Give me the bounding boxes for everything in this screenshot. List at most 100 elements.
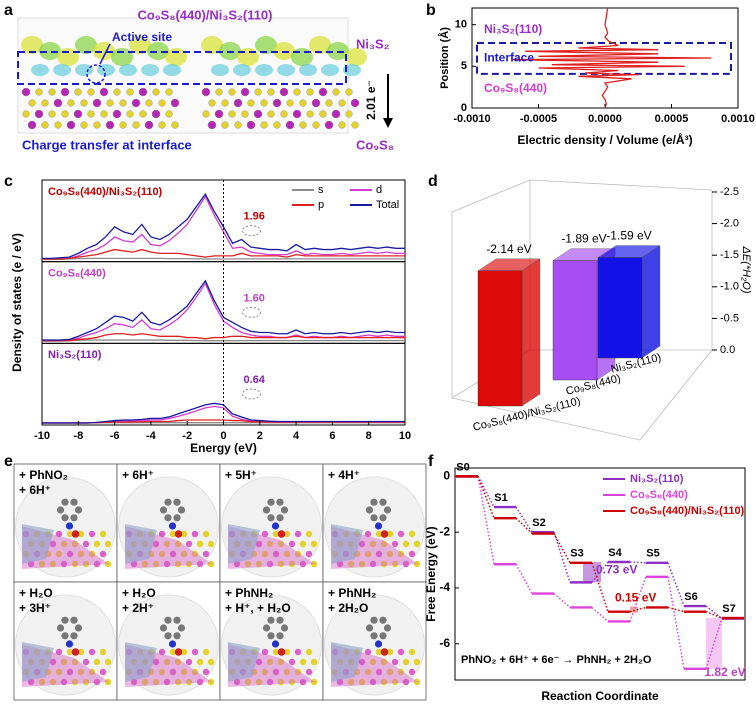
atom: [285, 120, 295, 130]
atom: [402, 658, 410, 666]
molecule-atom: [61, 632, 69, 640]
x-tick-label: 10: [399, 430, 411, 442]
state-label: S0: [456, 461, 469, 473]
atom: [60, 87, 70, 97]
atom: [299, 540, 307, 548]
subplot-title: Ni₃S₂(110): [48, 349, 102, 361]
transfer-label: 2.01 e⁻: [364, 80, 378, 120]
atom: [402, 678, 410, 686]
atom: [208, 99, 216, 107]
annotation: Ni₃S₂(110): [484, 22, 542, 36]
atom: [397, 648, 405, 656]
atom: [255, 540, 263, 548]
atom: [280, 110, 288, 118]
atom: [185, 560, 193, 568]
atom: [350, 98, 360, 108]
molecule-atom: [370, 632, 378, 640]
x-axis-label: Reaction Coordinate: [541, 689, 659, 703]
atom: [310, 540, 318, 548]
state-label: S7: [722, 603, 735, 615]
annotation: 1.60: [244, 292, 265, 304]
atom: [60, 658, 68, 666]
state-label: S1: [494, 492, 507, 504]
atom: [292, 109, 302, 119]
state-label: S4: [608, 547, 622, 559]
atom: [202, 648, 210, 656]
atom: [266, 540, 274, 548]
atom: [311, 98, 321, 108]
panel-letter: f: [428, 453, 434, 470]
atom: [215, 88, 223, 96]
legend-label: s: [318, 184, 324, 196]
atom: [221, 99, 229, 107]
annotation-ring: [242, 306, 261, 318]
bar-top: [597, 245, 661, 258]
atom: [347, 678, 355, 686]
plot-frame: [454, 467, 746, 681]
atom: [386, 668, 394, 676]
atom: [221, 121, 229, 129]
panel-letter: e: [4, 453, 13, 470]
molecule-atom: [370, 514, 378, 522]
atom: [185, 658, 193, 666]
atom: [266, 658, 274, 666]
atom: [254, 88, 262, 96]
atom: [391, 540, 399, 548]
atom: [55, 648, 63, 656]
charge-cloud: [31, 64, 49, 76]
connector: [477, 476, 495, 519]
atom: [88, 668, 96, 676]
molecule-atom: [379, 616, 387, 624]
connector: [477, 476, 495, 565]
molecule-atom: [74, 506, 83, 514]
molecule-atom: [374, 640, 383, 648]
state-label: S3: [570, 548, 583, 560]
atom: [286, 99, 294, 107]
atom: [207, 658, 215, 666]
charge-cloud: [255, 64, 273, 76]
step-label: + 4H⁺: [328, 468, 360, 482]
atom: [241, 110, 249, 118]
atom: [294, 550, 302, 558]
atom: [174, 678, 182, 686]
y-axis-label: ΔE(*H₂O): [740, 245, 752, 293]
atom: [324, 120, 334, 130]
legend-label: Co₉S₈(440): [630, 489, 688, 501]
atom: [397, 668, 405, 676]
step-label: + PhNH₂: [225, 586, 273, 600]
bar: [552, 260, 598, 381]
atom: [77, 648, 85, 656]
atom: [158, 530, 166, 538]
charge-cloud: [163, 64, 181, 76]
molecule-atom: [173, 514, 181, 522]
atom: [165, 110, 173, 118]
atom: [92, 98, 102, 108]
atom: [299, 560, 307, 568]
molecule-atom: [70, 632, 78, 640]
annotation: 1.82 eV: [704, 665, 745, 679]
atom: [369, 658, 377, 666]
molecule-atom: [271, 522, 280, 530]
atom: [272, 530, 280, 538]
atom: [48, 110, 56, 118]
atom: [104, 540, 112, 548]
atom: [55, 530, 63, 538]
molecule-atom: [276, 498, 284, 506]
annotation: 0.15 eV: [615, 591, 656, 605]
atom: [196, 540, 204, 548]
atom: [106, 99, 114, 107]
x-tick-label: 0.0000: [588, 113, 622, 125]
atom: [364, 530, 372, 538]
atom: [49, 540, 57, 548]
y-axis-label: Position (Å): [438, 27, 451, 89]
atom: [402, 560, 410, 568]
molecule-atom: [61, 498, 69, 506]
bar-side: [641, 245, 661, 359]
atom: [152, 540, 160, 548]
atom: [169, 648, 177, 656]
x-tick-label: -6: [110, 430, 120, 442]
atom: [305, 530, 313, 538]
atom: [169, 550, 177, 558]
atom: [283, 530, 291, 538]
x-tick-label: 0.0010: [721, 113, 755, 125]
